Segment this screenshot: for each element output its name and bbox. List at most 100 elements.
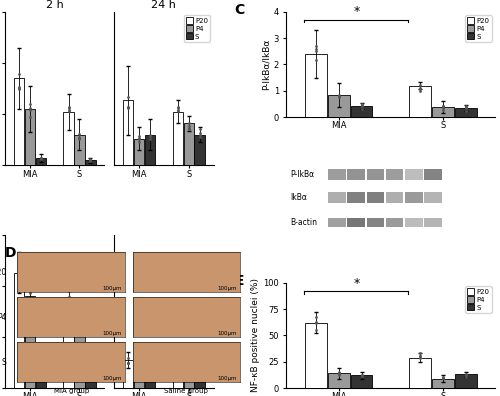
Point (416, 82, 424, 88)
Text: D: D (5, 246, 16, 259)
FancyBboxPatch shape (366, 169, 384, 180)
Point (174, 343, 182, 350)
Title: 24 h: 24 h (152, 0, 176, 10)
Bar (350, 106, 372, 117)
FancyBboxPatch shape (405, 218, 422, 227)
Point (312, 46, 320, 52)
Point (64, 300, 72, 306)
Point (135, 139, 143, 145)
Point (358, 373, 366, 379)
Bar (74, 135, 85, 166)
Point (358, 372, 366, 379)
Point (416, 84, 424, 91)
FancyBboxPatch shape (424, 169, 442, 180)
Point (334, 91, 342, 98)
Point (26, 114, 34, 120)
Point (358, 101, 366, 107)
Point (36, 353, 44, 360)
Point (462, 374, 470, 380)
Point (76, 318, 84, 325)
Point (196, 361, 203, 367)
Bar (123, 360, 134, 388)
Point (174, 104, 182, 110)
Point (124, 360, 132, 366)
Point (146, 133, 154, 139)
Point (64, 294, 72, 301)
Bar (145, 362, 155, 388)
Text: P4: P4 (0, 313, 6, 322)
Point (135, 356, 143, 363)
Title: 2 h: 2 h (46, 0, 64, 10)
Point (86, 358, 94, 364)
Point (439, 375, 447, 381)
FancyBboxPatch shape (348, 192, 365, 203)
Point (124, 105, 132, 111)
Text: MIA group: MIA group (54, 388, 89, 394)
Point (36, 155, 44, 161)
Point (196, 354, 203, 361)
Point (174, 346, 182, 352)
Point (135, 351, 143, 357)
Point (76, 317, 84, 323)
Point (462, 372, 470, 378)
Point (196, 126, 203, 132)
FancyBboxPatch shape (366, 218, 384, 227)
Legend: P20, P4, S: P20, P4, S (184, 15, 210, 42)
Point (334, 94, 342, 100)
Point (64, 299, 72, 305)
Point (36, 357, 44, 363)
Point (135, 136, 143, 142)
Point (146, 360, 154, 367)
Bar (172, 350, 183, 388)
Point (334, 372, 342, 378)
FancyBboxPatch shape (328, 218, 346, 227)
Point (358, 105, 366, 112)
Point (146, 132, 154, 139)
Point (64, 104, 72, 110)
Bar (184, 123, 194, 166)
Point (439, 375, 447, 381)
Point (15, 84, 23, 91)
Point (174, 108, 182, 114)
Point (439, 107, 447, 113)
Point (146, 360, 154, 366)
Bar (64, 304, 74, 388)
FancyBboxPatch shape (386, 192, 404, 203)
Point (26, 295, 34, 301)
Bar (145, 135, 155, 166)
Point (196, 130, 203, 136)
Bar (328, 373, 349, 388)
Point (86, 351, 94, 358)
Point (439, 375, 447, 381)
FancyBboxPatch shape (328, 192, 346, 203)
Point (76, 131, 84, 138)
Point (26, 105, 34, 111)
Point (312, 57, 320, 63)
Bar (36, 158, 46, 166)
Text: P-IkBα: P-IkBα (290, 170, 315, 179)
Bar (85, 360, 96, 388)
Point (64, 105, 72, 111)
Point (184, 351, 192, 358)
Point (15, 282, 23, 288)
Point (36, 155, 44, 161)
Point (416, 88, 424, 94)
Point (146, 360, 154, 367)
FancyBboxPatch shape (366, 192, 384, 203)
Bar (455, 374, 476, 388)
Point (86, 158, 94, 164)
Text: 100μm: 100μm (102, 286, 122, 291)
Bar (409, 358, 431, 388)
Bar (64, 112, 74, 166)
Point (174, 107, 182, 114)
Point (135, 348, 143, 355)
Text: 100μm: 100μm (102, 331, 122, 336)
Text: E: E (234, 274, 244, 288)
Point (76, 136, 84, 142)
Point (135, 135, 143, 141)
FancyBboxPatch shape (424, 192, 442, 203)
Text: 100μm: 100μm (218, 286, 237, 291)
Text: 100μm: 100μm (218, 375, 237, 381)
Point (64, 107, 72, 114)
Point (146, 363, 154, 369)
